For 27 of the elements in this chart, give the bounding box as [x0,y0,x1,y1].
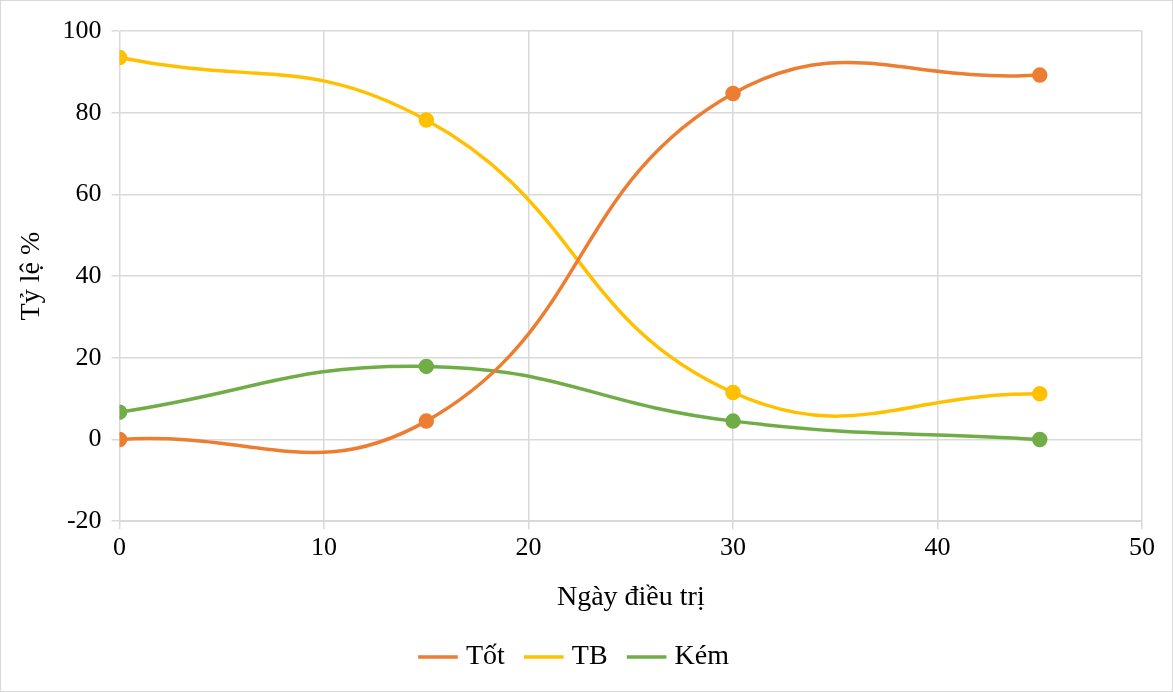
point [725,413,741,429]
y-tick-label: 80 [75,96,102,126]
x-tick-label: 40 [924,531,951,561]
legend-label: TB [571,639,608,671]
point [725,384,741,401]
point [1032,67,1048,83]
legend-label: Tốt [465,639,506,671]
point [418,358,435,375]
point [418,112,435,128]
x-tick-label: 10 [311,531,338,561]
y-tick-label: -20 [66,505,102,535]
x-tick-label: 50 [1129,531,1155,561]
x-axis-title: Ngày điều trị [556,579,705,611]
point [1032,431,1048,448]
y-tick-label: 0 [88,423,102,453]
x-tick-label: 30 [720,531,747,561]
point [725,85,741,102]
y-tick-label: 20 [75,341,102,371]
y-tick-label: 100 [62,14,102,44]
point [418,413,435,429]
legend-label: Kém [674,639,730,671]
x-tick-label: 20 [515,531,542,561]
point [1032,386,1048,402]
y-axis-title: Tỷ lệ % [14,231,46,321]
x-tick-label: 0 [113,531,127,561]
y-tick-label: 60 [75,178,102,208]
y-tick-label: 40 [75,259,102,289]
